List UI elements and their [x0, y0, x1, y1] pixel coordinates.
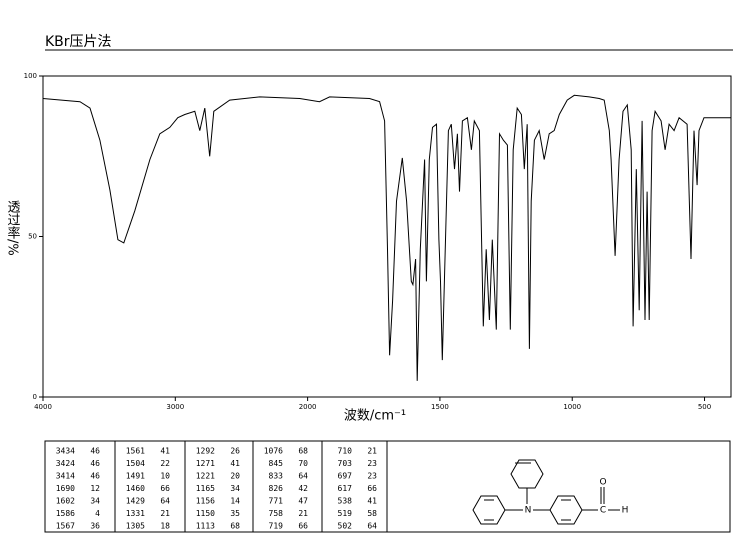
table-transmittance: 64 [298, 472, 308, 481]
y-tick-label: 100 [24, 72, 37, 80]
table-wavenumber: 1221 [196, 472, 215, 481]
table-transmittance: 12 [90, 484, 100, 493]
atom-label: N [525, 506, 532, 516]
table-transmittance: 21 [160, 509, 170, 518]
table-transmittance: 4 [95, 509, 100, 518]
table-transmittance: 18 [160, 522, 170, 531]
table-transmittance: 58 [367, 509, 377, 518]
table-transmittance: 10 [160, 472, 170, 481]
table-wavenumber: 1292 [196, 447, 215, 456]
table-wavenumber: 719 [269, 522, 284, 531]
table-wavenumber: 3424 [56, 459, 75, 468]
table-transmittance: 22 [160, 459, 170, 468]
table-wavenumber: 3414 [56, 472, 75, 481]
table-transmittance: 34 [90, 497, 100, 506]
table-transmittance: 42 [298, 484, 308, 493]
table-transmittance: 21 [298, 509, 308, 518]
table-wavenumber: 771 [269, 497, 284, 506]
x-axis-label: 波数/cm⁻¹ [344, 409, 406, 424]
table-transmittance: 64 [367, 522, 377, 531]
table-wavenumber: 1504 [126, 459, 145, 468]
table-transmittance: 46 [90, 472, 100, 481]
table-wavenumber: 1165 [196, 484, 215, 493]
table-transmittance: 21 [367, 447, 377, 456]
spectrum-line [42, 94, 731, 381]
table-wavenumber: 1602 [56, 497, 75, 506]
table-transmittance: 68 [230, 522, 240, 531]
table-wavenumber: 538 [338, 497, 353, 506]
x-tick-label: 4000 [34, 403, 52, 411]
table-wavenumber: 1331 [126, 509, 145, 518]
table-transmittance: 34 [230, 484, 240, 493]
table-wavenumber: 3434 [56, 447, 75, 456]
chart-title: KBr压片法 [45, 34, 112, 50]
table-transmittance: 41 [367, 497, 377, 506]
table-transmittance: 46 [90, 447, 100, 456]
x-tick-label: 3000 [166, 403, 184, 411]
table-wavenumber: 1305 [126, 522, 145, 531]
table-transmittance: 46 [90, 459, 100, 468]
y-axis-label: 透过率/% [5, 200, 21, 256]
table-wavenumber: 1586 [56, 509, 75, 518]
y-tick-label: 50 [28, 233, 37, 241]
table-wavenumber: 1690 [56, 484, 75, 493]
table-transmittance: 23 [367, 472, 377, 481]
table-transmittance: 41 [160, 447, 170, 456]
table-wavenumber: 826 [269, 484, 284, 493]
table-wavenumber: 519 [338, 509, 353, 518]
y-axis-label-group: 透过率/% [5, 200, 21, 256]
table-wavenumber: 617 [338, 484, 353, 493]
table-wavenumber: 697 [338, 472, 353, 481]
table-transmittance: 66 [298, 522, 308, 531]
table-transmittance: 41 [230, 459, 240, 468]
table-wavenumber: 502 [338, 522, 353, 531]
table-transmittance: 68 [298, 447, 308, 456]
table-transmittance: 36 [90, 522, 100, 531]
table-wavenumber: 1491 [126, 472, 145, 481]
table-transmittance: 26 [230, 447, 240, 456]
table-transmittance: 20 [230, 472, 240, 481]
table-wavenumber: 758 [269, 509, 284, 518]
table-wavenumber: 703 [338, 459, 353, 468]
x-tick-label: 1500 [431, 403, 449, 411]
table-transmittance: 70 [298, 459, 308, 468]
atom-label: C [600, 506, 606, 516]
structure [472, 459, 620, 525]
table-wavenumber: 1076 [264, 447, 283, 456]
x-tick-label: 500 [698, 403, 711, 411]
table-wavenumber: 710 [338, 447, 353, 456]
atom-label: O [599, 478, 606, 488]
table-wavenumber: 1561 [126, 447, 145, 456]
table-wavenumber: 1113 [196, 522, 215, 531]
table-wavenumber: 1460 [126, 484, 145, 493]
table-transmittance: 23 [367, 459, 377, 468]
benzene-ring [510, 459, 544, 489]
table-wavenumber: 845 [269, 459, 284, 468]
atom-label: H [622, 506, 629, 516]
x-tick-label: 2000 [299, 403, 317, 411]
table-wavenumber: 1150 [196, 509, 215, 518]
table-transmittance: 64 [160, 497, 170, 506]
table-wavenumber: 1156 [196, 497, 215, 506]
x-tick-label: 1000 [563, 403, 581, 411]
table-transmittance: 47 [298, 497, 308, 506]
table-wavenumber: 833 [269, 472, 284, 481]
table-transmittance: 35 [230, 509, 240, 518]
y-tick-label: 0 [33, 393, 37, 401]
table-transmittance: 66 [160, 484, 170, 493]
table-transmittance: 66 [367, 484, 377, 493]
table-wavenumber: 1429 [126, 497, 145, 506]
table-transmittance: 14 [230, 497, 240, 506]
table-wavenumber: 1567 [56, 522, 75, 531]
table-wavenumber: 1271 [196, 459, 215, 468]
